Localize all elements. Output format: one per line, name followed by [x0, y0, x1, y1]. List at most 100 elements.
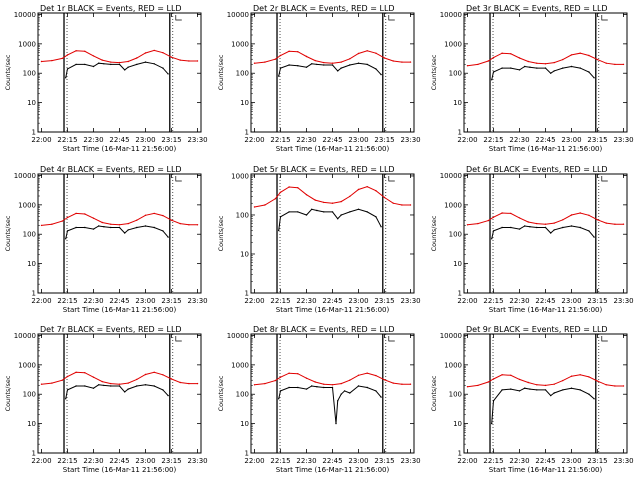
data-point-lld — [253, 62, 256, 64]
data-point-events — [544, 67, 547, 69]
data-point-events — [98, 225, 100, 227]
data-point-lld — [518, 57, 521, 59]
data-point-lld — [153, 371, 155, 373]
data-point-events — [278, 229, 280, 232]
y-tick-label: 1 — [458, 450, 462, 458]
data-point-events — [579, 389, 581, 391]
data-point-events — [297, 211, 299, 213]
data-point-events — [288, 386, 290, 389]
data-point-events — [75, 385, 77, 387]
y-tick-label: 10 — [240, 250, 249, 258]
data-point-lld — [279, 376, 282, 378]
x-tick-label: 22:15 — [57, 457, 77, 465]
data-point-lld — [579, 52, 581, 54]
data-point-lld — [366, 372, 368, 374]
x-tick-label: 23:15 — [374, 457, 394, 465]
y-tick-label: 1 — [245, 450, 249, 458]
data-point-lld — [279, 191, 282, 193]
data-point-lld — [75, 371, 77, 373]
data-point-lld — [527, 60, 529, 63]
series-line-events — [278, 208, 382, 231]
series-line-events — [491, 225, 595, 239]
x-tick-label: 22:45 — [535, 136, 555, 144]
data-point-lld — [264, 382, 266, 385]
data-point-events — [510, 226, 512, 229]
y-axis-label: Counts/sec — [430, 54, 438, 90]
data-point-events — [510, 67, 512, 69]
data-point-events — [323, 211, 325, 213]
data-point-lld — [279, 54, 282, 57]
x-tick-label: 22:15 — [270, 297, 290, 305]
data-point-lld — [110, 382, 112, 385]
y-tick-label: 10000 — [440, 332, 462, 340]
data-point-lld — [349, 195, 351, 198]
x-tick-label: 23:00 — [348, 136, 368, 144]
x-axis-label: Start Time (16-Mar-11 21:56:00) — [276, 466, 390, 474]
data-point-lld — [274, 58, 276, 60]
data-point-events — [550, 72, 552, 74]
y-tick-label: 100 — [236, 70, 249, 78]
data-point-events — [536, 226, 538, 229]
data-point-lld — [118, 61, 121, 64]
bracket-marker — [601, 15, 608, 21]
data-point-events — [305, 66, 308, 68]
data-point-events — [529, 388, 531, 390]
data-point-lld — [101, 380, 103, 383]
data-point-lld — [622, 385, 625, 387]
x-tick-label: 22:00 — [457, 457, 477, 465]
data-point-lld — [162, 374, 164, 376]
plot-frame — [463, 173, 628, 294]
data-point-lld — [196, 382, 199, 385]
data-point-lld — [510, 212, 512, 215]
data-point-lld — [375, 190, 377, 192]
data-point-lld — [366, 50, 368, 52]
x-tick-label: 22:00 — [31, 457, 51, 465]
panel-title: Det 4r BLACK = Events, RED = LLD — [40, 165, 182, 174]
data-point-events — [588, 393, 590, 395]
data-point-lld — [101, 59, 103, 61]
y-tick-label: 1000 — [18, 40, 36, 48]
data-point-events — [279, 67, 282, 69]
data-point-events — [518, 228, 521, 230]
data-point-events — [288, 211, 290, 213]
data-point-lld — [596, 58, 599, 61]
series-line-lld — [41, 212, 198, 226]
data-point-lld — [375, 52, 377, 54]
y-axis-label: Counts/sec — [430, 375, 438, 411]
data-point-events — [550, 232, 552, 234]
data-point-lld — [66, 54, 69, 56]
data-point-lld — [588, 54, 590, 57]
y-tick-label: 10000 — [440, 172, 462, 180]
data-point-lld — [101, 221, 103, 224]
y-tick-label: 100 — [236, 211, 249, 219]
x-tick-label: 22:45 — [322, 457, 342, 465]
data-point-lld — [127, 382, 129, 384]
x-tick-label: 22:00 — [31, 136, 51, 144]
data-point-lld — [492, 378, 495, 380]
data-point-events — [510, 388, 512, 390]
data-point-events — [278, 398, 280, 400]
bracket-marker — [175, 15, 182, 21]
data-point-events — [579, 67, 581, 69]
y-axis-label: Counts/sec — [217, 375, 225, 411]
data-point-lld — [466, 65, 469, 67]
data-point-lld — [579, 374, 581, 376]
data-point-lld — [314, 199, 316, 201]
data-point-events — [544, 226, 547, 229]
data-point-lld — [118, 224, 121, 226]
data-point-lld — [144, 214, 147, 216]
data-point-lld — [392, 60, 394, 62]
data-point-lld — [305, 377, 308, 379]
data-point-lld — [518, 217, 521, 219]
data-point-events — [335, 422, 337, 425]
x-tick-label: 22:45 — [109, 297, 129, 305]
data-point-lld — [92, 55, 95, 57]
data-point-lld — [162, 214, 164, 217]
data-point-events — [544, 389, 547, 391]
data-point-lld — [562, 58, 564, 61]
data-point-events — [593, 398, 595, 400]
data-point-events — [570, 225, 573, 227]
data-point-events — [136, 226, 138, 229]
data-point-events — [136, 63, 138, 66]
x-tick-label: 23:15 — [374, 297, 394, 305]
